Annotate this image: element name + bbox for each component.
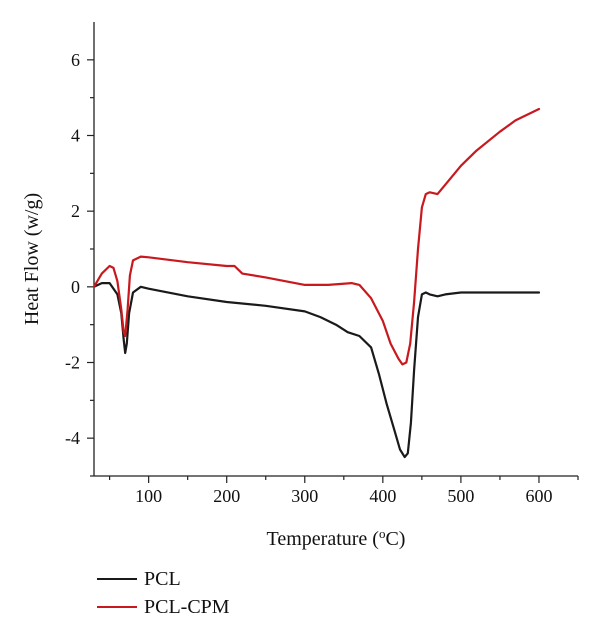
y-tick-label: -4 — [65, 428, 80, 448]
series-line-pcl — [92, 282, 541, 459]
legend: PCL PCL-CPM — [97, 568, 230, 618]
y-tick-label: 6 — [71, 50, 80, 70]
axis-ticks: -4 -2 0 2 4 6 100 200 300 400 500 600 — [65, 50, 579, 506]
y-tick-label: 4 — [71, 126, 80, 146]
x-axis-title-main: Temperature ( — [267, 528, 380, 550]
x-tick-label: 600 — [525, 486, 552, 506]
y-tick-label: -2 — [65, 353, 80, 373]
x-tick-label: 200 — [213, 486, 240, 506]
x-axis-title-unit: C) — [385, 528, 405, 550]
y-tick-label: 2 — [71, 201, 80, 221]
y-axis-title: Heat Flow (w/g) — [21, 193, 43, 325]
series-layer — [92, 107, 541, 459]
x-tick-label: 300 — [291, 486, 318, 506]
y-tick-label: 0 — [71, 277, 80, 297]
x-axis-title-superscript: o — [379, 526, 386, 541]
legend-label-pcl-cpm: PCL-CPM — [144, 596, 230, 618]
x-tick-label: 100 — [135, 486, 162, 506]
x-tick-label: 400 — [369, 486, 396, 506]
series-line-pcl-cpm — [92, 107, 541, 366]
legend-label-pcl: PCL — [144, 568, 181, 590]
x-axis-title: Temperature (oC) — [267, 526, 406, 551]
plot-frame — [93, 22, 578, 477]
x-tick-label: 500 — [447, 486, 474, 506]
